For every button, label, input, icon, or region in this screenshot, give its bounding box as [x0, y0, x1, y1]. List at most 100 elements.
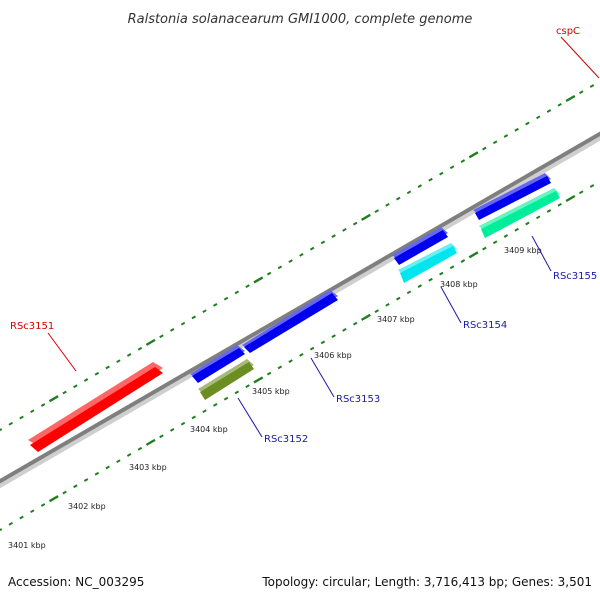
inner-track-tick: [360, 313, 371, 321]
inner-track-tick: [309, 346, 315, 351]
outer-track-tick: [245, 284, 250, 289]
outer-track-tick: [503, 134, 509, 138]
outer-track-tick: [525, 121, 530, 126]
inner-track-tick: [320, 340, 326, 345]
outer-track-tick: [213, 303, 218, 307]
cspc-leader-line: [560, 36, 600, 79]
tick-label-3403: 3403 kbp: [129, 463, 167, 472]
gene-label-rsc3154[interactable]: RSc3154: [463, 320, 507, 331]
inner-track-tick: [223, 396, 229, 401]
outer-track-tick: [62, 390, 67, 395]
outer-track-tick: [449, 165, 455, 170]
outer-track-tick: [126, 353, 132, 357]
outer-track-tick: [145, 338, 156, 346]
rsc3152-leader-line: [237, 397, 263, 438]
inner-track-tick: [525, 221, 530, 226]
inner-track-tick: [253, 376, 264, 384]
inner-track-tick: [428, 277, 433, 282]
outer-track-tick: [352, 221, 358, 226]
gene-label-rsc3151[interactable]: RSc3151: [10, 321, 54, 332]
outer-track-tick: [202, 309, 207, 314]
outer-track-tick: [557, 102, 562, 107]
outer-track-tick: [8, 421, 14, 426]
tick-label-3408: 3408 kbp: [440, 280, 478, 289]
outer-track-tick: [105, 365, 110, 370]
outer-track-tick: [428, 177, 433, 182]
inner-track-tick: [266, 371, 272, 376]
outer-track-tick: [482, 146, 487, 151]
gene-label-group: cspC RSc3151 RSc3152 RSc3153 RSc3154 RSc…: [10, 26, 600, 445]
tick-label-group: 3401 kbp 3402 kbp 3403 kbp 3404 kbp 3405…: [8, 246, 542, 550]
outer-track-tick: [223, 296, 229, 301]
gene-arrow-rsc3153[interactable]: [242, 290, 338, 353]
inner-track-tick: [482, 246, 487, 251]
gene-arrow-rsc3154-b[interactable]: [398, 243, 457, 283]
inner-track-tick: [589, 184, 595, 188]
gene-label-cspc[interactable]: cspC: [556, 26, 580, 37]
inner-track-tick: [449, 265, 455, 270]
outer-track-tick: [514, 127, 519, 132]
outer-track-tick: [546, 109, 552, 113]
inner-track-tick: [352, 321, 358, 326]
inner-track-tick: [535, 215, 541, 220]
inner-track-tick: [439, 271, 444, 276]
outer-track-tick: [309, 246, 315, 251]
inner-track-tick: [514, 227, 519, 232]
inner-track-tick: [331, 334, 336, 338]
gene-arrow-rsc3152-b[interactable]: [198, 359, 254, 400]
inner-track-tick: [213, 403, 218, 407]
gene-arrow-rsc3155-b[interactable]: [479, 188, 560, 238]
inner-track-tick: [62, 490, 67, 495]
inner-track-tick: [385, 302, 390, 307]
outer-track-tick: [266, 271, 272, 276]
outer-track-tick: [19, 415, 24, 420]
tick-label-3402: 3402 kbp: [68, 502, 106, 511]
outer-track-tick: [417, 184, 423, 188]
tick-label-3401: 3401 kbp: [8, 541, 46, 550]
inner-track-tick: [406, 290, 412, 295]
outer-track-tick: [191, 315, 196, 320]
gene-label-rsc3152[interactable]: RSc3152: [264, 434, 308, 445]
outer-track-tick: [406, 190, 412, 195]
gene-arrow-rsc3152-a[interactable]: [190, 345, 245, 383]
outer-track-tick: [234, 290, 240, 295]
gene-arrow-rsc3155-a[interactable]: [473, 173, 551, 220]
tick-label-3407: 3407 kbp: [377, 315, 415, 324]
outer-track-tick: [565, 94, 576, 103]
outer-track-tick: [439, 171, 444, 176]
inner-track-tick: [396, 296, 401, 301]
outer-track-tick: [578, 90, 584, 95]
outer-track-tick: [331, 234, 336, 238]
inner-track-tick: [180, 421, 186, 426]
inner-track-tick: [277, 365, 283, 370]
inner-track-tick: [19, 515, 24, 520]
tick-label-3406: 3406 kbp: [314, 351, 352, 360]
gene-arrow-rsc3151[interactable]: [28, 362, 163, 452]
gene-arrow-rsc3154-a[interactable]: [392, 227, 448, 265]
outer-track-tick: [137, 346, 143, 351]
inner-track-tick: [83, 478, 89, 482]
gene-label-rsc3155[interactable]: RSc3155: [553, 271, 597, 282]
inner-track-tick: [169, 428, 175, 432]
inner-track-tick: [503, 234, 509, 238]
outer-track-tick: [360, 213, 371, 221]
outer-track-tick: [320, 240, 326, 245]
inner-track-tick: [557, 202, 562, 207]
gene-label-rsc3153[interactable]: RSc3153: [336, 394, 380, 405]
outer-track-tick: [48, 395, 59, 403]
inner-track-tick: [0, 528, 3, 532]
inner-track-tick: [299, 353, 304, 357]
inner-track-tick: [105, 465, 110, 470]
inner-track-tick: [137, 446, 143, 451]
inner-track-tick: [468, 251, 479, 259]
inner-track-tick: [417, 284, 423, 288]
outer-track-tick: [0, 428, 3, 432]
inner-track-tick: [73, 484, 78, 489]
inner-track-tick: [191, 415, 196, 420]
inner-track-tick: [159, 434, 164, 439]
outer-track-tick: [374, 209, 379, 213]
outer-track-tick: [589, 84, 595, 88]
inner-track-tick: [30, 509, 35, 514]
outer-tick-track: [0, 84, 595, 432]
